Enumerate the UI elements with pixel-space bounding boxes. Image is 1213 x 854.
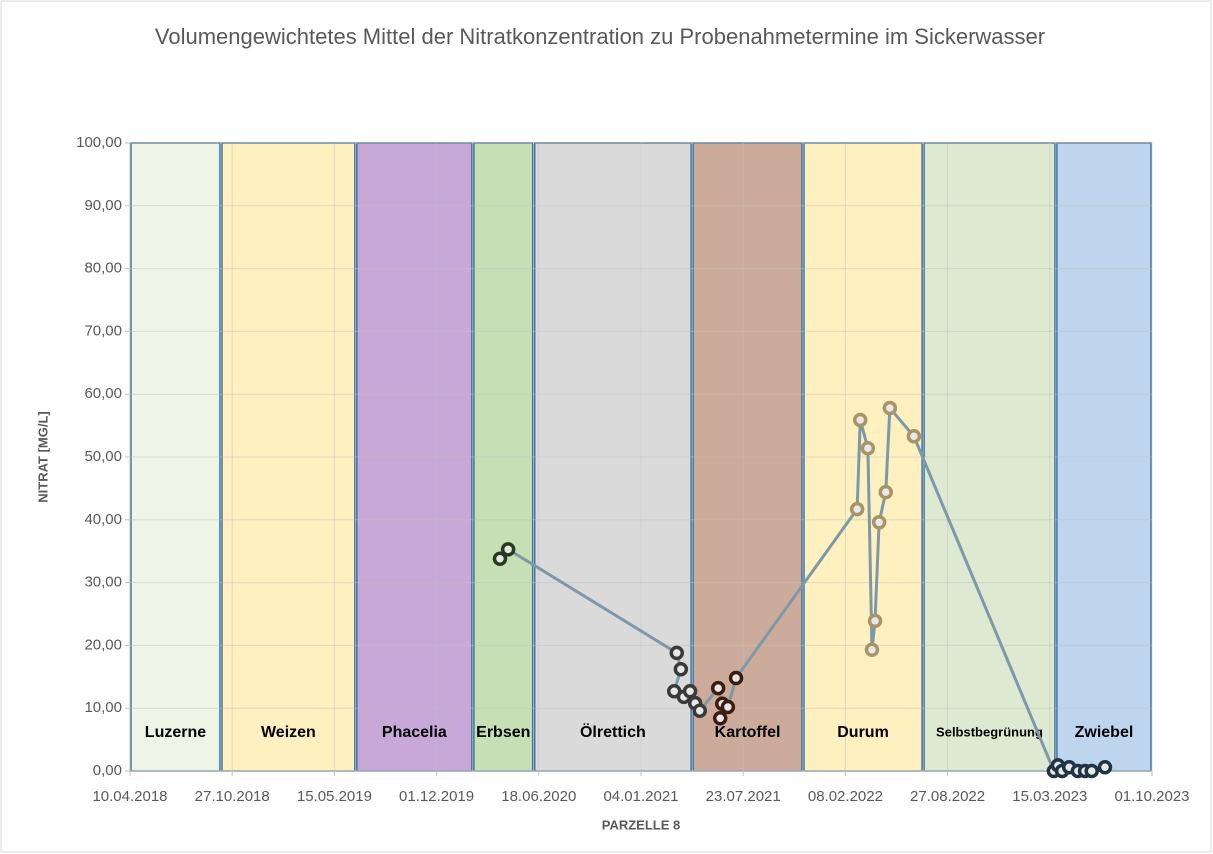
x-axis-title: PARZELLE 8	[602, 817, 681, 832]
band-label: Selbstbegrünung	[936, 724, 1043, 739]
x-tick-label: 27.08.2022	[910, 788, 985, 805]
x-tick-label: 23.07.2021	[706, 788, 781, 805]
y-tick-label: 0,00	[93, 762, 122, 779]
band-label: Erbsen	[476, 724, 530, 741]
data-point	[728, 670, 744, 686]
data-point	[669, 645, 685, 661]
data-point	[492, 551, 508, 566]
data-point	[906, 429, 922, 444]
data-point	[1084, 763, 1099, 779]
data-point	[852, 412, 868, 428]
x-tick-label: 04.01.2021	[603, 788, 678, 805]
data-point	[860, 440, 876, 456]
data-point	[878, 484, 894, 500]
data-point	[692, 703, 708, 718]
band-label: Durum	[837, 724, 889, 741]
data-point	[871, 515, 887, 530]
band-label: Luzerne	[145, 724, 206, 741]
x-tick-label: 27.10.2018	[195, 788, 270, 805]
y-tick-label: 80,00	[84, 260, 122, 277]
y-tick-label: 10,00	[84, 699, 122, 716]
x-tick-label: 10.04.2018	[92, 788, 167, 805]
band-label: Ölrettich	[580, 722, 646, 741]
data-point	[710, 680, 726, 696]
y-axis-title: NITRAT [MG/L]	[35, 411, 50, 502]
band-label: Phacelia	[382, 724, 447, 741]
chart-title: Volumengewichtetes Mittel der Nitratkonz…	[154, 24, 1046, 49]
y-tick-label: 100,00	[76, 134, 122, 151]
y-tick-label: 90,00	[84, 197, 122, 214]
y-tick-label: 20,00	[84, 636, 122, 653]
y-tick-label: 70,00	[84, 322, 122, 339]
y-tick-label: 40,00	[84, 511, 122, 528]
data-point	[500, 542, 516, 557]
x-tick-label: 18.06.2020	[501, 788, 576, 805]
data-point	[882, 400, 898, 416]
y-tick-label: 50,00	[84, 448, 122, 465]
y-tick-label: 60,00	[84, 385, 122, 402]
x-tick-label: 01.10.2023	[1114, 788, 1189, 805]
x-tick-label: 15.03.2023	[1012, 788, 1087, 805]
data-point	[867, 613, 883, 629]
data-point	[720, 699, 736, 715]
x-tick-label: 15.05.2019	[297, 788, 372, 805]
data-point	[1097, 759, 1113, 775]
y-tick-label: 30,00	[84, 574, 122, 591]
x-tick-label: 01.12.2019	[399, 788, 474, 805]
band-label: Kartoffel	[715, 724, 781, 741]
x-tick-label: 08.02.2022	[808, 788, 883, 805]
band-label: Weizen	[261, 724, 316, 741]
data-point	[673, 662, 689, 677]
band-label: Zwiebel	[1075, 724, 1134, 741]
data-point	[864, 642, 880, 658]
data-point	[849, 501, 865, 517]
data-point	[682, 683, 698, 699]
data-point	[712, 710, 728, 726]
